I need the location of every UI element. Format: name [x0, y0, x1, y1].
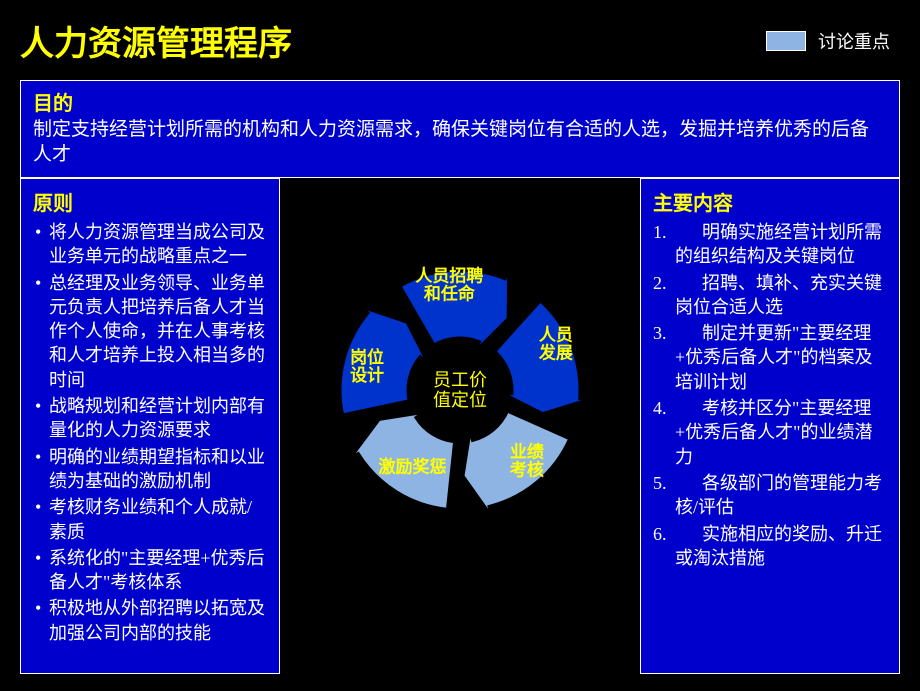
content-item: 4. 考核并区分"主要经理+优秀后备人才"的业绩潜力: [653, 396, 887, 469]
content-item: 2. 招聘、填补、充实关键岗位合适人选: [653, 271, 887, 320]
content-item: 5. 各级部门的管理能力考核/评估: [653, 471, 887, 520]
principles-panel: 原则 将人力资源管理当成公司及业务单元的战略重点之一总经理及业务领导、业务单元负…: [20, 178, 280, 674]
principles-item: 战略规划和经营计划内部有量化的人力资源要求: [33, 394, 267, 443]
page-title: 人力资源管理程序: [20, 16, 292, 65]
main-content-panel: 主要内容 1. 明确实施经营计划所需的组织结构及关键岗位2. 招聘、填补、充实关…: [640, 178, 900, 674]
content-item: 1. 明确实施经营计划所需的组织结构及关键岗位: [653, 220, 887, 269]
main-content-header: 主要内容: [653, 187, 887, 216]
cycle-diagram: 岗位设计 人员招聘和任命人员发展业绩考核 激励奖惩 员工价值定位: [300, 230, 620, 550]
legend-label: 讨论重点: [818, 28, 890, 54]
principles-item: 明确的业绩期望指标和以业绩为基础的激励机制: [33, 445, 267, 494]
content-item: 6. 实施相应的奖励、升迁或淘汰措施: [653, 522, 887, 571]
principles-header: 原则: [33, 187, 267, 216]
cycle-segment-label: 岗位设计: [350, 347, 384, 385]
cycle-segment-label: 业绩考核: [509, 441, 544, 479]
purpose-text: 制定支持经营计划所需的机构和人力资源需求，确保关键岗位有合适的人选，发掘并培养优…: [33, 118, 887, 167]
principles-item: 积极地从外部招聘以拓宽及加强公司内部的技能: [33, 596, 267, 645]
cycle-segment-label: 激励奖惩: [379, 456, 447, 476]
principles-item: 将人力资源管理当成公司及业务单元的战略重点之一: [33, 220, 267, 269]
principles-item: 总经理及业务领导、业务单元负责人把培养后备人才当作个人使命，并在人事考核和人才培…: [33, 271, 267, 392]
cycle-segment-label: 人员发展: [538, 325, 573, 362]
purpose-header: 目的: [33, 87, 887, 116]
principles-item: 系统化的"主要经理+优秀后备人才"考核体系: [33, 546, 267, 595]
legend-swatch: [766, 31, 806, 51]
principles-list: 将人力资源管理当成公司及业务单元的战略重点之一总经理及业务领导、业务单元负责人把…: [33, 220, 267, 645]
main-content-list: 1. 明确实施经营计划所需的组织结构及关键岗位2. 招聘、填补、充实关键岗位合适…: [653, 220, 887, 570]
content-item: 3. 制定并更新"主要经理+优秀后备人才"的档案及培训计划: [653, 321, 887, 394]
cycle-center-label: 员工价值定位: [433, 370, 487, 410]
principles-item: 考核财务业绩和个人成就/素质: [33, 495, 267, 544]
cycle-segment-label: 人员招聘和任命: [415, 266, 483, 304]
legend: 讨论重点: [766, 28, 890, 54]
purpose-panel: 目的 制定支持经营计划所需的机构和人力资源需求，确保关键岗位有合适的人选，发掘并…: [20, 80, 900, 178]
